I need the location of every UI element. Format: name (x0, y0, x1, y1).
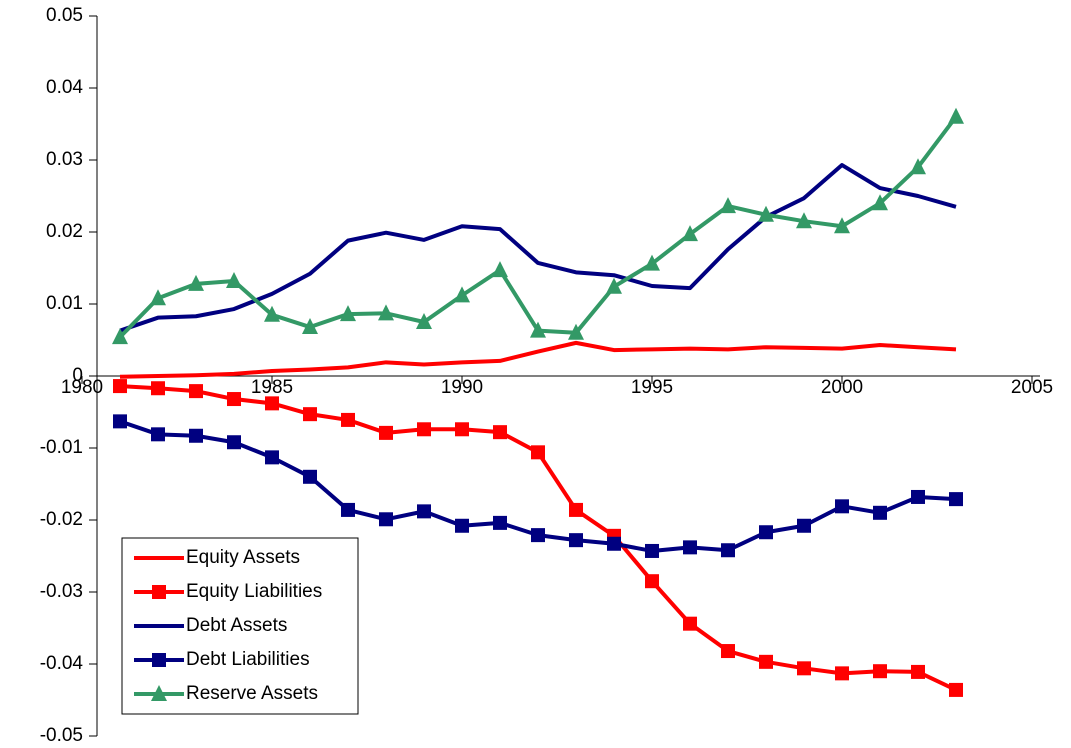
marker (872, 194, 888, 211)
marker (189, 428, 203, 443)
marker (606, 277, 622, 294)
marker (569, 502, 583, 517)
y-tick-label: 0.04 (46, 77, 83, 98)
marker (834, 217, 850, 234)
marker (227, 435, 241, 450)
marker (683, 616, 697, 631)
marker (835, 499, 849, 514)
marker (265, 450, 279, 465)
marker (531, 445, 545, 460)
marker (341, 502, 355, 517)
marker (721, 644, 735, 659)
marker (948, 107, 964, 124)
marker (112, 328, 128, 345)
marker (417, 422, 431, 437)
marker (227, 392, 241, 407)
marker (796, 212, 812, 229)
marker (492, 261, 508, 278)
marker (530, 321, 546, 338)
marker (303, 407, 317, 422)
marker (152, 653, 166, 667)
y-tick-label: 0.02 (46, 221, 83, 242)
x-tick-label: 1985 (251, 377, 293, 398)
x-tick-label: 1990 (441, 377, 483, 398)
legend: Equity Assets Equity Liabilities Debt Asse… (121, 537, 359, 715)
marker (189, 384, 203, 399)
marker (226, 271, 242, 288)
x-tick-label: 1995 (631, 377, 673, 398)
marker (416, 313, 432, 329)
marker (949, 492, 963, 507)
marker (720, 197, 736, 214)
marker (151, 427, 165, 442)
x-tick-label: 2005 (1011, 377, 1053, 398)
marker (379, 425, 393, 440)
marker (188, 274, 204, 291)
marker (152, 585, 166, 599)
marker (340, 305, 356, 322)
marker (873, 505, 887, 520)
y-tick-label: 0.05 (46, 5, 83, 26)
y-tick-label: -0.03 (40, 581, 83, 602)
legend-label: Equity Liabilities (186, 581, 322, 602)
y-tick-label: 0 (72, 365, 83, 386)
marker (455, 518, 469, 533)
marker (607, 536, 621, 551)
legend-label: Debt Assets (186, 615, 287, 636)
y-tick-label: -0.02 (40, 509, 83, 530)
marker (911, 489, 925, 504)
marker (113, 379, 127, 394)
series-line (119, 163, 957, 333)
x-tick-label: 2000 (821, 377, 863, 398)
series-line (119, 340, 957, 379)
marker (911, 664, 925, 679)
marker (873, 664, 887, 679)
marker (758, 205, 774, 222)
marker (683, 540, 697, 555)
marker (151, 381, 165, 396)
marker (378, 304, 394, 321)
marker (454, 286, 470, 303)
marker (303, 469, 317, 484)
marker (910, 158, 926, 175)
marker (302, 318, 318, 335)
legend-label: Reserve Assets (186, 683, 318, 704)
legend-label: Equity Assets (186, 547, 300, 568)
marker (797, 661, 811, 676)
marker (644, 254, 660, 271)
y-tick-label: -0.01 (40, 437, 83, 458)
marker (645, 574, 659, 589)
marker (493, 425, 507, 440)
marker (759, 654, 773, 669)
marker (569, 533, 583, 548)
marker (265, 396, 279, 411)
marker (417, 504, 431, 519)
y-tick-label: 0.03 (46, 149, 83, 170)
marker (150, 289, 166, 306)
marker (113, 414, 127, 429)
marker (379, 512, 393, 527)
marker (568, 323, 584, 340)
marker (151, 685, 167, 701)
marker (531, 528, 545, 543)
marker (645, 543, 659, 558)
marker (341, 412, 355, 427)
marker (797, 518, 811, 533)
marker (493, 515, 507, 530)
y-tick-label: -0.04 (40, 653, 84, 674)
marker (721, 543, 735, 558)
y-tick-label: 0.01 (46, 293, 83, 314)
y-tick-label: -0.05 (40, 725, 83, 746)
marker (949, 682, 963, 697)
marker (455, 422, 469, 437)
marker (759, 525, 773, 540)
x-tick-label: 1980 (61, 377, 103, 398)
marker (682, 225, 698, 242)
legend-label: Debt Liabilities (186, 649, 310, 670)
marker (264, 305, 280, 322)
marker (835, 666, 849, 681)
